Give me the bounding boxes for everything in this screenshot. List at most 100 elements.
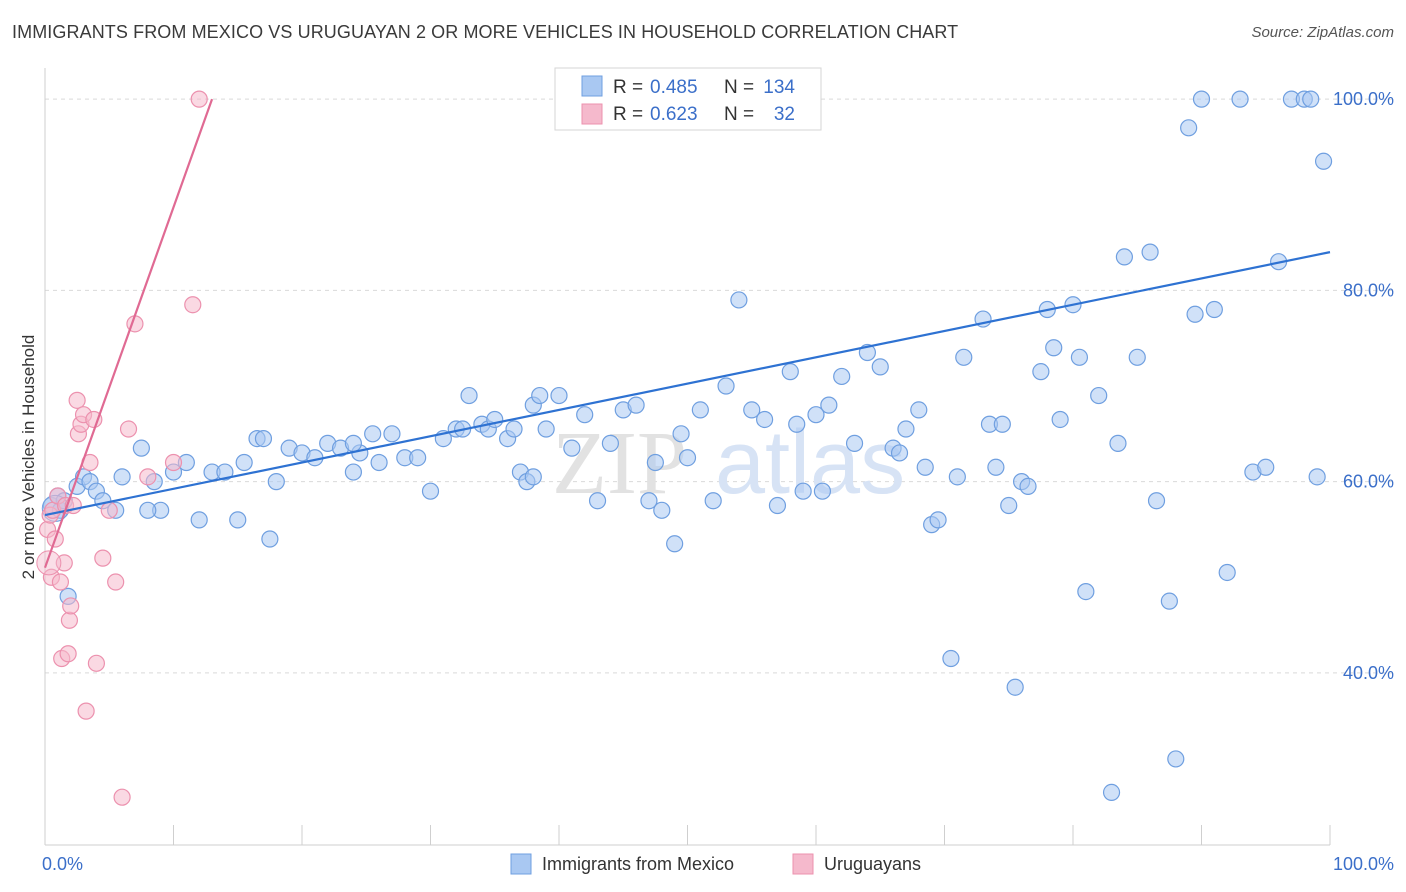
point-mexico-105 [1102,783,1121,802]
point-mexico-89 [955,348,973,366]
point-mexico-54 [563,439,581,457]
point-mexico-72 [781,363,799,381]
point-mexico-24 [261,530,279,548]
y-tick-label-3: 100.0% [1333,89,1394,109]
point-mexico-80 [871,358,889,376]
point-mexico-115 [1192,90,1211,108]
point-mexico-11 [113,468,131,486]
point-mexico-132 [344,434,362,452]
series-legend: Immigrants from Mexico Uruguayans [510,853,921,875]
point-mexico-66 [704,492,722,510]
point-mexico-120 [1257,458,1275,476]
point-mexico-111 [1160,592,1178,610]
point-mexico-68 [730,291,748,309]
y-axis-title: 2 or more Vehicles in Household [19,335,38,580]
point-mexico-31 [344,463,362,481]
point-mexico-77 [833,367,851,386]
point-mexico-130 [646,453,664,472]
point-mexico-75 [807,406,825,424]
point-mexico-99 [1045,339,1063,357]
point-mexico-51 [531,386,549,405]
point-mexico-52 [537,420,555,438]
point-mexico-126 [1314,152,1333,170]
point-mexico-117 [1218,563,1236,582]
trend-line-uruguayans [43,98,214,569]
point-mexico-63 [672,425,690,443]
point-mexico-92 [987,458,1005,476]
point-mexico-133 [139,501,157,519]
series-uruguayans [36,90,208,806]
trend-lines [43,98,1331,569]
point-mexico-60 [640,492,658,510]
point-mexico-96 [1019,477,1037,496]
stat-r-label-pink: R = [613,104,643,125]
point-mexico-55 [576,406,594,424]
point-mexico-19 [216,463,234,481]
stat-n-value-pink: 32 [774,104,795,125]
x-tick-label-max: 100.0% [1333,854,1394,874]
point-mexico-53 [550,386,568,405]
point-mexico-42 [460,386,478,405]
point-mexico-64 [678,449,697,467]
point-mexico-73 [788,415,806,433]
point-mexico-128 [916,458,934,476]
stats-swatch-pink [581,103,603,125]
point-mexico-93 [1000,496,1018,515]
legend-label-uruguayans: Uruguayans [824,854,921,874]
point-uruguayan-6 [51,573,70,591]
point-uruguayan-cluster [36,550,62,576]
y-tick-label-2: 80.0% [1343,280,1394,300]
point-uruguayan-12 [62,597,80,615]
point-uruguayan-22 [94,549,112,567]
point-mexico-20 [229,511,247,529]
point-mexico-124 [1302,90,1320,108]
point-mexico-110 [1147,492,1166,510]
point-mexico-76 [820,396,838,414]
point-mexico-61 [653,501,671,519]
point-mexico-129 [993,415,1011,433]
point-mexico-70 [755,410,774,429]
point-mexico-74 [794,482,812,500]
y-tick-label-1: 60.0% [1343,472,1394,492]
point-mexico-12 [132,439,150,457]
point-mexico-107 [1115,248,1134,266]
legend-swatch-mexico [510,853,532,875]
stat-n-label-blue: N = [724,77,754,98]
stats-swatch-blue [581,75,603,97]
point-mexico-113 [1180,119,1198,137]
stat-r-value-pink: 0.623 [650,104,698,125]
point-mexico-71 [768,496,787,515]
stat-n-value-blue: 134 [763,77,795,98]
stat-r-label-blue: R = [613,77,643,98]
point-mexico-97 [1032,363,1050,381]
point-mexico-88 [948,468,966,486]
point-mexico-25 [267,473,285,491]
point-mexico-87 [942,649,960,668]
point-uruguayan-14 [68,391,86,409]
point-mexico-102 [1070,348,1089,366]
stat-n-label-pink: N = [724,104,754,125]
watermark-atlas: atlas [715,413,905,513]
stat-r-value-blue: 0.485 [650,77,698,98]
point-mexico-83 [897,420,915,438]
watermark-zip: ZIP [552,414,687,513]
point-mexico-23 [254,429,273,448]
point-mexico-37 [409,449,427,467]
point-mexico-125 [1308,468,1326,486]
source-label: Source: ZipAtlas.com [1251,24,1394,41]
point-uruguayan-21 [87,654,106,672]
point-uruguayan-25 [113,788,131,806]
point-uruguayan-29 [164,453,183,472]
point-uruguayan-28 [139,468,157,486]
point-mexico-114 [1186,305,1204,323]
point-mexico-56 [588,492,607,510]
point-uruguayan-24 [107,573,125,591]
point-uruguayan-11 [60,611,79,629]
point-mexico-65 [691,401,709,419]
legend-label-mexico: Immigrants from Mexico [542,854,734,874]
point-mexico-104 [1090,386,1108,405]
y-tick-label-0: 40.0% [1343,663,1394,683]
point-mexico-78 [845,434,864,452]
point-mexico-47 [505,420,523,438]
